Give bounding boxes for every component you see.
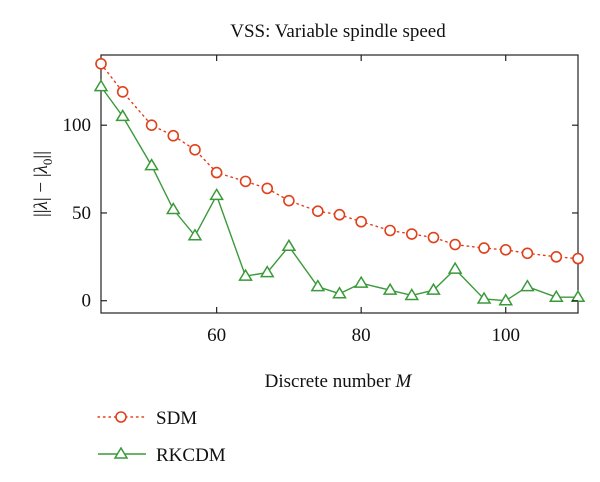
y-axis-label-part-1: ||: [31, 209, 52, 217]
legend-marker-sdm: [115, 411, 127, 423]
data-point-sdm: [384, 224, 396, 237]
legend-marker-rkcdm: [113, 446, 129, 459]
data-point-rkcdm: [447, 261, 463, 274]
data-point-rkcdm: [382, 282, 398, 295]
plot-frame: [100, 54, 579, 314]
data-point-sdm: [355, 215, 367, 228]
data-point-sdm: [145, 119, 158, 132]
y-axis-label-part-3: | − |: [31, 173, 52, 201]
data-point-sdm: [283, 194, 295, 207]
data-point-rkcdm: [259, 265, 275, 278]
data-point-sdm: [312, 205, 324, 218]
legend-label-sdm: SDM: [156, 408, 197, 429]
data-point-sdm: [239, 175, 252, 188]
data-point-sdm: [167, 129, 180, 142]
data-point-sdm: [427, 231, 440, 244]
plot-area: [93, 54, 586, 314]
data-point-rkcdm: [144, 158, 159, 171]
series-line-rkcdm: [100, 86, 578, 302]
data-point-rkcdm: [404, 287, 420, 301]
data-point-rkcdm: [332, 286, 347, 299]
y-tick-label: 0: [82, 291, 92, 312]
data-point-rkcdm: [498, 293, 514, 306]
y-tick-label: 100: [63, 115, 92, 136]
y-axis-label-subscript: 0: [40, 159, 55, 166]
data-point-sdm: [95, 57, 107, 70]
y-axis-label-part-6: ||: [31, 151, 52, 159]
data-point-sdm: [261, 182, 274, 195]
y-axis-label-lambda-0: λ: [31, 165, 52, 174]
x-axis-label: Discrete number M: [265, 371, 413, 392]
data-point-rkcdm: [476, 291, 492, 304]
data-point-sdm: [478, 242, 490, 254]
series-rkcdm: [93, 79, 586, 306]
y-axis-label-lambda: λ: [31, 201, 52, 210]
data-point-rkcdm: [209, 187, 224, 201]
x-tick-label: 100: [491, 325, 520, 346]
data-point-rkcdm: [187, 228, 203, 241]
x-axis-label-text: Discrete number: [265, 371, 396, 392]
legend-item-rkcdm: RKCDM: [98, 445, 226, 466]
data-point-sdm: [189, 143, 201, 156]
data-point-sdm: [449, 238, 461, 251]
data-point-rkcdm: [238, 268, 253, 281]
y-axis: 0 50 100: [63, 115, 578, 312]
series-sdm: [95, 57, 584, 265]
data-point-rkcdm: [520, 279, 535, 292]
x-axis-label-variable: M: [395, 371, 413, 392]
legend: SDM RKCDM: [97, 408, 226, 466]
data-point-rkcdm: [353, 275, 369, 288]
data-point-rkcdm: [426, 282, 441, 295]
data-point-sdm: [521, 247, 534, 260]
data-point-sdm: [499, 244, 512, 256]
data-point-sdm: [550, 251, 563, 263]
x-tick-label: 80: [352, 325, 371, 346]
data-point-rkcdm: [165, 201, 181, 215]
data-point-rkcdm: [310, 279, 326, 292]
legend-label-rkcdm: RKCDM: [156, 445, 226, 466]
series-line-sdm: [100, 63, 579, 260]
data-point-sdm: [405, 228, 418, 240]
data-point-sdm: [333, 208, 346, 221]
data-point-rkcdm: [93, 79, 109, 92]
data-point-rkcdm: [548, 289, 564, 302]
data-point-sdm: [572, 252, 584, 265]
y-tick-label: 50: [72, 203, 91, 224]
x-axis: 60 80 100: [207, 55, 520, 346]
data-point-rkcdm: [115, 108, 131, 122]
x-tick-label: 60: [207, 325, 226, 346]
legend-item-sdm: SDM: [97, 408, 197, 429]
data-point-sdm: [210, 166, 223, 179]
series-layer: [93, 57, 586, 306]
data-point-sdm: [116, 86, 129, 98]
data-point-rkcdm: [281, 238, 297, 252]
chart-title: VSS: Variable spindle speed: [230, 21, 446, 42]
data-point-rkcdm: [570, 289, 586, 302]
y-axis-label: ||λ| − |λ0||: [31, 151, 55, 217]
